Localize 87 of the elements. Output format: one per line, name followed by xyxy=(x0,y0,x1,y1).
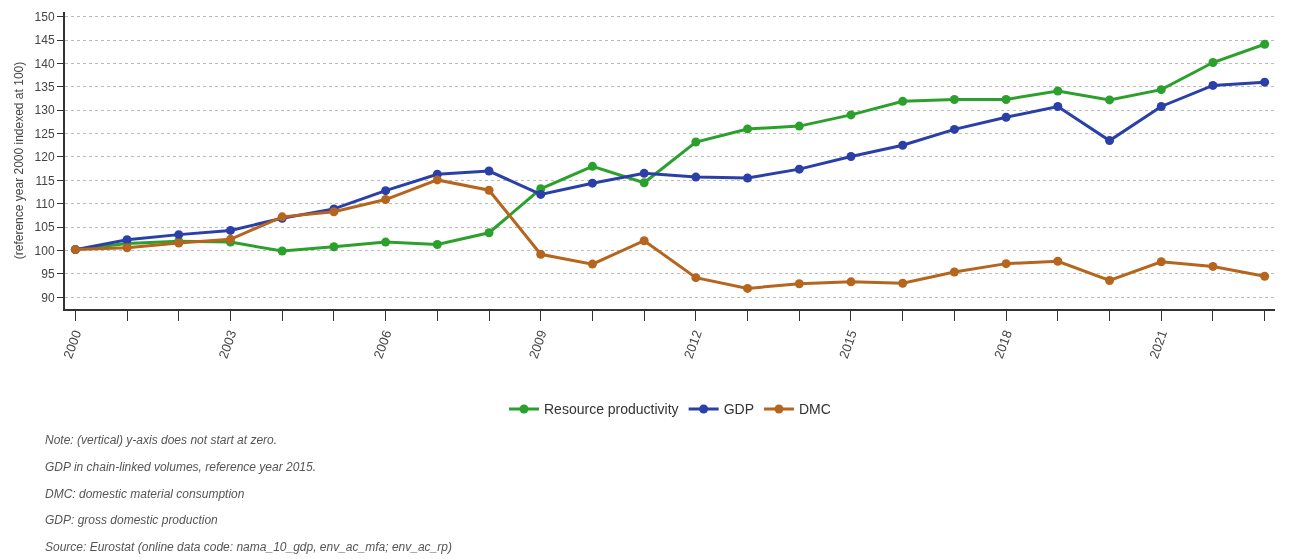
text: Note: (vertical) y-axis does not start at zero. xyxy=(45,433,278,447)
point xyxy=(691,137,701,147)
y-axis-title: (reference year 2000 indexed at 100) xyxy=(12,61,27,260)
point xyxy=(1053,101,1063,111)
point xyxy=(1208,261,1218,271)
legend-label: DMC xyxy=(798,401,831,418)
y-tick-label: 135 xyxy=(34,80,55,95)
point xyxy=(898,278,908,288)
text: GDP in chain-linked volumes, reference year 2015. xyxy=(45,460,317,474)
point xyxy=(1001,259,1011,269)
point xyxy=(691,273,701,283)
x-tick-label: 2000 xyxy=(60,328,85,361)
y-tick-label: 140 xyxy=(34,56,55,71)
source-note: Source: Eurostat (online data code: nama_10_gdp, env_ac_mfa; env_ac_rp) xyxy=(45,540,452,554)
point xyxy=(329,242,339,252)
point xyxy=(1156,257,1166,267)
point xyxy=(898,96,908,106)
point xyxy=(898,140,908,150)
x-tick-label: 2021 xyxy=(1146,328,1171,361)
point xyxy=(381,195,391,205)
text: DMC: domestic material consumption xyxy=(45,487,245,501)
x-tick-label: 2006 xyxy=(370,328,395,361)
point xyxy=(1001,94,1011,104)
point xyxy=(639,178,649,188)
point xyxy=(743,124,753,134)
point xyxy=(1260,39,1270,49)
point xyxy=(484,166,494,176)
point xyxy=(1260,271,1270,281)
point xyxy=(381,186,391,196)
x-tick-label: 2015 xyxy=(835,328,860,361)
point xyxy=(587,178,597,188)
y-tick-label: 115 xyxy=(35,173,55,188)
point xyxy=(536,189,546,199)
y-tick-label: 90 xyxy=(41,290,55,305)
point xyxy=(949,124,959,134)
x-tick-label: 2018 xyxy=(991,328,1016,361)
y-tick-label: 145 xyxy=(34,33,55,48)
point xyxy=(846,110,856,120)
point xyxy=(1105,136,1115,146)
y-tick-label: 120 xyxy=(34,150,55,165)
point xyxy=(743,173,753,183)
text: GDP: gross domestic production xyxy=(45,513,219,527)
y-tick-label: 125 xyxy=(34,126,55,141)
point xyxy=(225,225,235,235)
y-tick-label: 150 xyxy=(34,9,55,24)
point xyxy=(432,175,442,185)
point xyxy=(949,94,959,104)
legend-label: GDP xyxy=(723,401,754,418)
x-tick-label: 2003 xyxy=(215,328,240,361)
point xyxy=(1260,77,1270,87)
point xyxy=(484,228,494,238)
point xyxy=(484,185,494,195)
point xyxy=(1105,95,1115,105)
y-tick-label: 95 xyxy=(41,267,55,282)
legend-label: Resource productivity xyxy=(544,401,679,418)
point xyxy=(1001,112,1011,122)
point xyxy=(949,267,959,277)
point xyxy=(587,259,597,269)
point xyxy=(1105,275,1115,285)
point xyxy=(122,243,132,253)
point xyxy=(639,168,649,178)
point xyxy=(1208,80,1218,90)
point xyxy=(1053,86,1063,96)
point xyxy=(794,279,804,289)
point xyxy=(794,164,804,174)
point xyxy=(1053,256,1063,266)
point xyxy=(1156,85,1166,95)
point xyxy=(1156,101,1166,111)
y-tick-label: 100 xyxy=(34,243,55,258)
point xyxy=(846,152,856,162)
point xyxy=(1208,58,1218,68)
point xyxy=(587,161,597,171)
point xyxy=(639,236,649,246)
x-tick-label: 2012 xyxy=(680,328,705,361)
y-tick-label: 110 xyxy=(35,196,55,211)
point xyxy=(536,249,546,259)
point xyxy=(432,239,442,249)
point xyxy=(174,230,184,240)
y-tick-label: 130 xyxy=(34,103,55,118)
y-tick-label: 105 xyxy=(34,220,55,235)
point xyxy=(743,283,753,293)
point xyxy=(846,277,856,287)
point xyxy=(277,246,287,256)
point xyxy=(794,121,804,131)
point xyxy=(381,237,391,247)
x-tick-label: 2009 xyxy=(525,328,550,361)
point xyxy=(691,172,701,182)
